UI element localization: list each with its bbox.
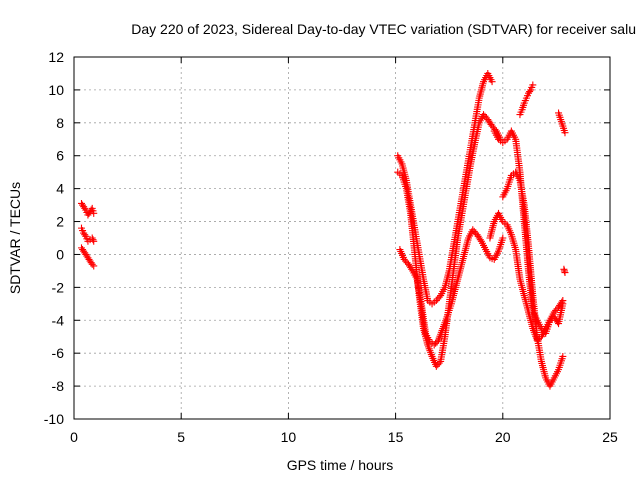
data-points [78, 69, 569, 390]
data-point-marker [88, 260, 96, 268]
y-tick-label: -4 [52, 312, 65, 328]
data-series [516, 81, 537, 119]
data-point-marker [90, 262, 98, 270]
data-point-marker [561, 269, 569, 277]
data-series [486, 209, 567, 344]
x-tick-label: 20 [495, 429, 511, 445]
y-tick-label: 10 [48, 82, 64, 98]
data-point-marker [408, 265, 416, 273]
x-tick-label: 25 [602, 429, 618, 445]
data-point-marker [561, 129, 569, 137]
y-tick-label: 2 [56, 214, 64, 230]
data-point-marker [559, 297, 567, 305]
data-point-marker [499, 234, 507, 242]
y-tick-label: 4 [56, 181, 64, 197]
x-tick-label: 5 [177, 429, 185, 445]
data-point-marker [559, 352, 567, 360]
y-axis-title: SDTVAR / TECUs [7, 182, 23, 294]
x-tick-label: 10 [281, 429, 297, 445]
data-point-marker [433, 338, 441, 346]
data-point-marker [89, 236, 97, 244]
data-series [78, 199, 98, 219]
plot-frame [73, 56, 611, 420]
y-tick-label: -8 [52, 378, 65, 394]
data-series [78, 244, 98, 270]
data-series [560, 265, 569, 277]
chart-title: Day 220 of 2023, Sidereal Day-to-day VTE… [131, 21, 636, 37]
data-point-marker [526, 88, 534, 96]
y-tick-label: 0 [56, 246, 64, 262]
data-point-marker [90, 209, 98, 217]
y-tick-label: -6 [52, 345, 65, 361]
data-point-marker [90, 237, 98, 245]
data-point-marker [435, 293, 443, 301]
data-series [396, 226, 507, 349]
data-series [394, 69, 496, 308]
data-point-marker [529, 81, 537, 89]
data-point-marker [435, 359, 443, 367]
y-tick-label: 8 [56, 115, 64, 131]
data-series [78, 224, 98, 245]
y-tick-label: -10 [44, 411, 64, 427]
data-point-marker [558, 298, 566, 306]
y-tick-label: -2 [52, 279, 65, 295]
data-point-marker [81, 231, 89, 239]
x-tick-label: 15 [388, 429, 404, 445]
data-point-marker [81, 204, 89, 212]
x-tick-label: 0 [70, 429, 78, 445]
data-point-marker [488, 78, 496, 86]
x-axis-title: GPS time / hours [287, 457, 394, 473]
y-tick-label: 12 [48, 49, 64, 65]
data-point-marker [88, 234, 96, 242]
y-tick-label: 6 [56, 148, 64, 164]
data-series [555, 109, 569, 137]
axis-ticks: 0 5 10 15 20 25 -10 -8 -6 -4 -2 0 2 4 6 8 10 12 [44, 49, 618, 445]
data-point-marker [476, 236, 484, 244]
data-series [394, 111, 505, 370]
